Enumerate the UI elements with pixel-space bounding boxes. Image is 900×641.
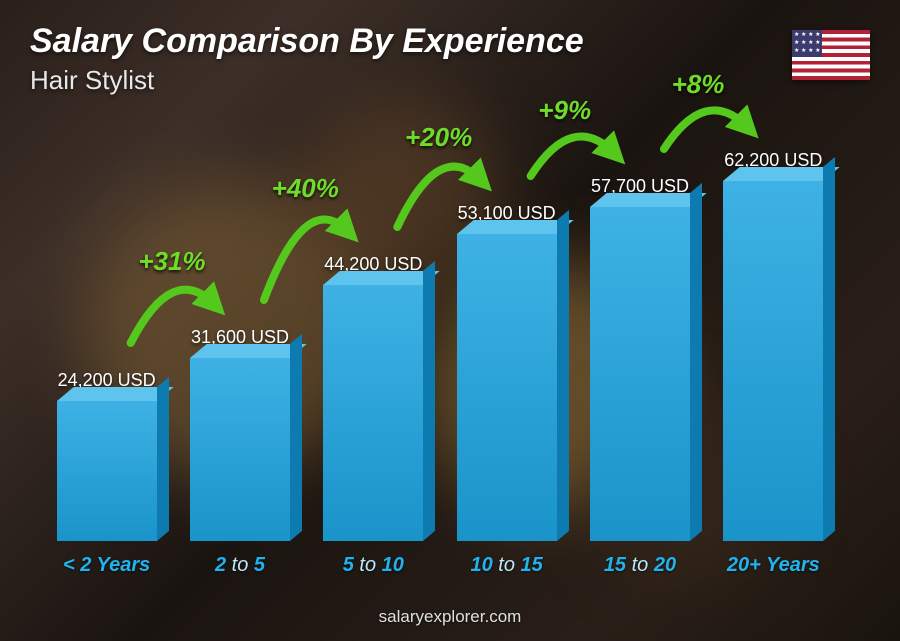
x-axis-label: 10 to 15 bbox=[446, 554, 567, 577]
header: Salary Comparison By Experience Hair Sty… bbox=[30, 22, 584, 96]
bar-group: 62,200 USD bbox=[713, 150, 834, 541]
x-axis-label: 15 to 20 bbox=[579, 554, 700, 577]
bar-group: 31,600 USD bbox=[179, 327, 300, 541]
bar-group: 57,700 USD bbox=[579, 176, 700, 541]
growth-percent-label: +9% bbox=[538, 95, 591, 126]
x-axis-label: 5 to 10 bbox=[313, 554, 434, 577]
bar bbox=[590, 207, 690, 541]
page-title: Salary Comparison By Experience bbox=[30, 22, 584, 61]
bar bbox=[190, 358, 290, 541]
x-axis-label: 2 to 5 bbox=[179, 554, 300, 577]
bar bbox=[457, 234, 557, 541]
chart: 24,200 USD31,600 USD44,200 USD53,100 USD… bbox=[40, 130, 840, 571]
growth-percent-label: +8% bbox=[672, 69, 725, 100]
bar bbox=[323, 285, 423, 541]
bar bbox=[57, 401, 157, 541]
bar-group: 24,200 USD bbox=[46, 370, 167, 541]
x-axis-label: 20+ Years bbox=[713, 554, 834, 577]
x-axis-label: < 2 Years bbox=[46, 554, 167, 577]
bar-group: 44,200 USD bbox=[313, 254, 434, 541]
bar-group: 53,100 USD bbox=[446, 203, 567, 541]
us-flag-icon bbox=[792, 30, 870, 80]
footer-attribution: salaryexplorer.com bbox=[0, 607, 900, 627]
bar bbox=[723, 181, 823, 541]
page-subtitle: Hair Stylist bbox=[30, 65, 584, 96]
